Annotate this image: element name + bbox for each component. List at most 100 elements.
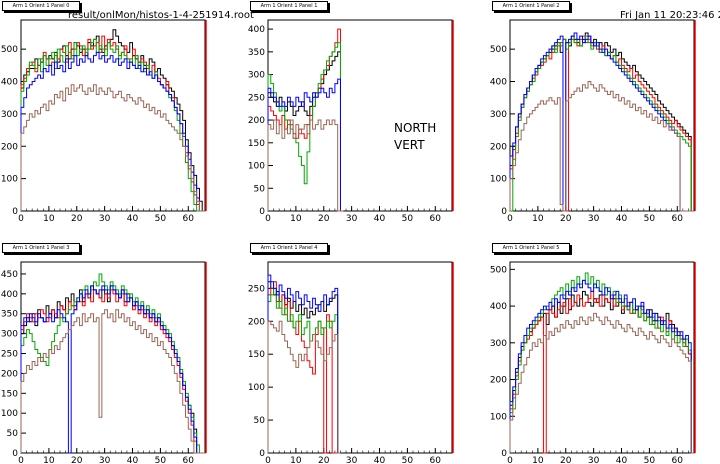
panel-title-1: Arm 1 Orient 1 Panel 1 [250, 1, 328, 11]
y-tick-label: 500 [490, 265, 507, 275]
panel-title-0: Arm 1 Orient 1 Panel 0 [2, 1, 80, 11]
y-tick-label: 150 [248, 139, 265, 149]
x-tick-label: 20 [318, 214, 330, 224]
panel-1: 0 10 20 30 40 50 60 0 50 100 150 200 250 300 350 400 [248, 19, 454, 224]
y-tick-label: 400 [1, 78, 18, 88]
x-tick-label: 60 [430, 456, 442, 464]
x-tick-label: 50 [644, 214, 656, 224]
histogram-series-4 [509, 81, 694, 212]
y-tick-label: 200 [490, 142, 507, 152]
histogram-series-2 [267, 287, 341, 454]
y-tick-label: 100 [1, 175, 18, 185]
x-tick-label: 40 [127, 214, 139, 224]
plot-frame [509, 261, 695, 454]
y-tick-label: 100 [1, 409, 18, 419]
x-tick-label: 30 [588, 456, 600, 464]
x-tick-label: 50 [402, 214, 414, 224]
plot-frame [267, 261, 453, 454]
panel-title-3: Arm 1 Orient 1 Panel 3 [2, 243, 80, 253]
y-tick-label: 0 [501, 449, 507, 459]
histogram-series-4 [509, 312, 694, 454]
x-tick-label: 40 [374, 456, 386, 464]
y-tick-label: 100 [248, 383, 265, 393]
y-tick-label: 50 [254, 184, 266, 194]
x-tick-label: 40 [616, 214, 628, 224]
x-tick-label: 60 [672, 456, 684, 464]
histogram-series-4 [267, 320, 341, 454]
y-tick-label: 450 [1, 270, 18, 280]
x-tick-label: 60 [672, 214, 684, 224]
x-tick-label: 10 [43, 214, 55, 224]
x-tick-label: 10 [43, 456, 55, 464]
x-tick-label: 0 [265, 214, 271, 224]
x-tick-label: 40 [374, 214, 386, 224]
x-tick-label: 30 [346, 456, 358, 464]
histogram-series-4 [267, 119, 344, 212]
x-tick-label: 50 [155, 456, 167, 464]
x-tick-label: 60 [183, 456, 195, 464]
y-tick-label: 300 [1, 330, 18, 340]
x-tick-label: 50 [155, 214, 167, 224]
x-tick-label: 40 [127, 456, 139, 464]
file-path-label: result/onlMon/histos-1-4-251914.root [68, 10, 254, 21]
annotation-north: NORTH [394, 121, 437, 135]
x-tick-label: 40 [616, 456, 628, 464]
y-tick-label: 350 [248, 48, 265, 58]
y-tick-label: 250 [248, 93, 265, 103]
y-tick-label: 300 [490, 339, 507, 349]
histogram-series-3 [509, 32, 694, 212]
y-tick-label: 0 [12, 207, 18, 217]
panel-2: 0 10 20 30 40 50 60 0 100 200 300 400 500 [490, 19, 696, 224]
y-tick-label: 300 [1, 110, 18, 120]
x-tick-label: 50 [402, 456, 414, 464]
histogram-series-2 [267, 42, 344, 212]
x-tick-label: 0 [507, 214, 513, 224]
x-tick-label: 30 [346, 214, 358, 224]
y-tick-label: 400 [490, 302, 507, 312]
date-label: Fri Jan 11 20:23:46 2008 [620, 10, 720, 21]
x-tick-label: 0 [18, 214, 24, 224]
y-tick-label: 250 [1, 350, 18, 360]
x-tick-label: 30 [588, 214, 600, 224]
x-tick-label: 60 [183, 214, 195, 224]
plot-frame [509, 19, 695, 212]
y-tick-label: 100 [248, 162, 265, 172]
panel-title-5: Arm 1 Orient 1 Panel 5 [492, 243, 570, 253]
panel-4: 0 10 20 30 40 50 60 0 50 100 150 200 250 [248, 261, 454, 464]
y-tick-label: 400 [1, 290, 18, 300]
histogram-series-0 [20, 285, 205, 454]
x-tick-label: 0 [265, 456, 271, 464]
x-tick-label: 50 [644, 456, 656, 464]
panel-title-4: Arm 1 Orient 1 Panel 4 [250, 243, 328, 253]
y-tick-label: 300 [248, 71, 265, 81]
y-tick-label: 100 [490, 175, 507, 185]
panel-5: 0 10 20 30 40 50 60 0 100 200 300 400 500 [490, 261, 696, 464]
x-tick-label: 20 [71, 456, 83, 464]
x-tick-label: 20 [560, 456, 572, 464]
y-tick-label: 200 [490, 376, 507, 386]
y-tick-label: 350 [1, 310, 18, 320]
y-tick-label: 500 [1, 45, 18, 55]
x-tick-label: 10 [532, 456, 544, 464]
y-tick-label: 50 [7, 429, 19, 439]
y-tick-label: 100 [490, 412, 507, 422]
y-tick-label: 400 [490, 78, 507, 88]
y-tick-label: 400 [248, 25, 265, 35]
y-tick-label: 0 [259, 207, 265, 217]
histogram-series-3 [267, 78, 344, 212]
histogram-series-4 [20, 309, 205, 454]
y-tick-label: 0 [501, 207, 507, 217]
y-tick-label: 150 [248, 350, 265, 360]
panel-0: 0 10 20 30 40 50 60 0 100 200 300 400 500 [1, 19, 207, 224]
y-tick-label: 500 [490, 45, 507, 55]
y-tick-label: 250 [248, 284, 265, 294]
histogram-series-3 [20, 51, 205, 212]
histogram-series-4 [20, 84, 205, 212]
x-tick-label: 10 [290, 214, 302, 224]
panel-title-2: Arm 1 Orient 1 Panel 2 [492, 1, 570, 11]
y-tick-label: 300 [490, 110, 507, 120]
x-tick-label: 20 [560, 214, 572, 224]
y-tick-label: 50 [254, 416, 266, 426]
histogram-series-1 [509, 290, 694, 454]
